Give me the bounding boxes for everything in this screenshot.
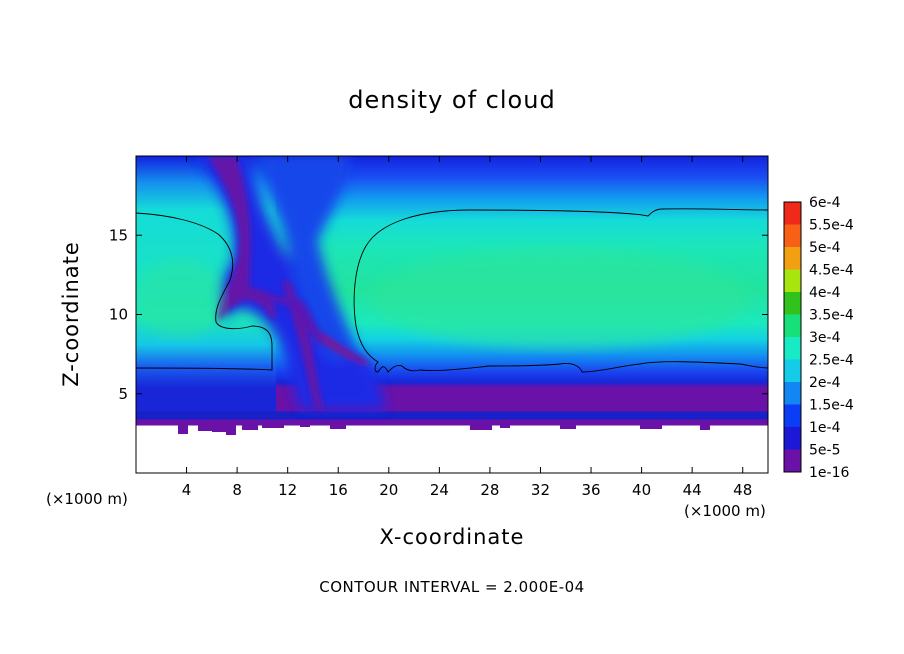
- x-tick-label: 36: [581, 481, 600, 499]
- field-core-left: [136, 258, 225, 339]
- x-tick-label: 20: [379, 481, 398, 499]
- x-axis-ticks: 4 8 12 16 20 24 28 32 36 40 44 48: [182, 156, 752, 499]
- colorbar-label: 4.5e-4: [809, 263, 854, 279]
- colorbar-label: 3.5e-4: [809, 308, 854, 324]
- density-field: [136, 156, 768, 473]
- x-tick-label: 40: [632, 481, 651, 499]
- colorbar-label: 5.5e-4: [809, 218, 854, 234]
- colorbar-swatch: [784, 449, 801, 472]
- field-base-fragment: [500, 423, 510, 428]
- field-base-fragment: [242, 423, 258, 430]
- x-tick-label: 4: [182, 481, 192, 499]
- colorbar-swatch: [784, 337, 801, 360]
- colorbar-label: 5e-4: [809, 240, 841, 256]
- contour-line-left: [136, 212, 273, 371]
- y-tick-label: 5: [118, 385, 128, 403]
- colorbar-label: 1.5e-4: [809, 398, 854, 414]
- colorbar-label: 5e-5: [809, 443, 840, 459]
- field-core-right: [370, 248, 750, 349]
- contour-lines: [136, 208, 768, 373]
- colorbar-swatch: [784, 247, 801, 270]
- contour-line-right: [353, 208, 768, 373]
- x-axis-label: X-coordinate: [379, 525, 525, 549]
- colorbar-swatch: [784, 404, 801, 427]
- colorbar-swatch: [784, 224, 801, 247]
- y-tick-label: 15: [109, 226, 128, 244]
- field-base-fragment: [262, 423, 284, 428]
- x-axis-unit-label: (×1000 m): [684, 502, 766, 520]
- colorbar-swatch: [784, 314, 801, 337]
- colorbar-label: 1e-4: [809, 420, 841, 436]
- x-tick-label: 32: [531, 481, 550, 499]
- field-base-fragment: [212, 423, 234, 432]
- colorbar-label: 2e-4: [809, 375, 841, 391]
- y-axis-unit-label: (×1000 m): [46, 490, 128, 508]
- x-tick-label: 24: [430, 481, 449, 499]
- y-axis-ticks: 5 10 15: [109, 226, 768, 403]
- colorbar-swatch: [784, 359, 801, 382]
- colorbar-label: 2.5e-4: [809, 353, 854, 369]
- colorbar-label: 6e-4: [809, 195, 841, 211]
- colorbar-swatch: [784, 382, 801, 405]
- colorbar-swatch: [784, 269, 801, 292]
- field-base-fragment: [198, 423, 214, 431]
- colorbar: 1e-16 5e-5 1e-4 1.5e-4 2e-4 2.5e-4 3e-4 3.5e-4 4…: [783, 195, 854, 481]
- colorbar-swatch: [784, 202, 801, 225]
- field-dry-filaments: [208, 156, 370, 410]
- field-base-fragment: [470, 423, 492, 430]
- chart-title: density of cloud: [348, 86, 556, 114]
- field-base-fragment: [300, 423, 310, 427]
- x-tick-label: 48: [733, 481, 752, 499]
- contour-interval-note: CONTOUR INTERVAL = 2.000E-04: [319, 578, 585, 596]
- field-base-fragment: [640, 423, 662, 429]
- colorbar-label: 4e-4: [809, 285, 841, 301]
- field-base-layer: [136, 419, 768, 426]
- field-base-fragment: [178, 423, 188, 434]
- colorbar-label: 3e-4: [809, 330, 841, 346]
- y-tick-label: 10: [109, 306, 128, 324]
- x-tick-label: 28: [480, 481, 499, 499]
- colorbar-label: 1e-16: [809, 465, 849, 481]
- field-base-fragment: [560, 423, 576, 429]
- colorbar-swatch: [784, 292, 801, 315]
- field-base-fragment: [330, 423, 346, 429]
- x-tick-label: 16: [329, 481, 348, 499]
- colorbar-swatch: [784, 427, 801, 450]
- field-base-fragment: [700, 423, 710, 430]
- x-tick-label: 44: [683, 481, 702, 499]
- field-base-fragment: [226, 423, 236, 435]
- x-tick-label: 8: [232, 481, 242, 499]
- colorbar-frame: [783, 201, 802, 473]
- x-tick-label: 12: [278, 481, 297, 499]
